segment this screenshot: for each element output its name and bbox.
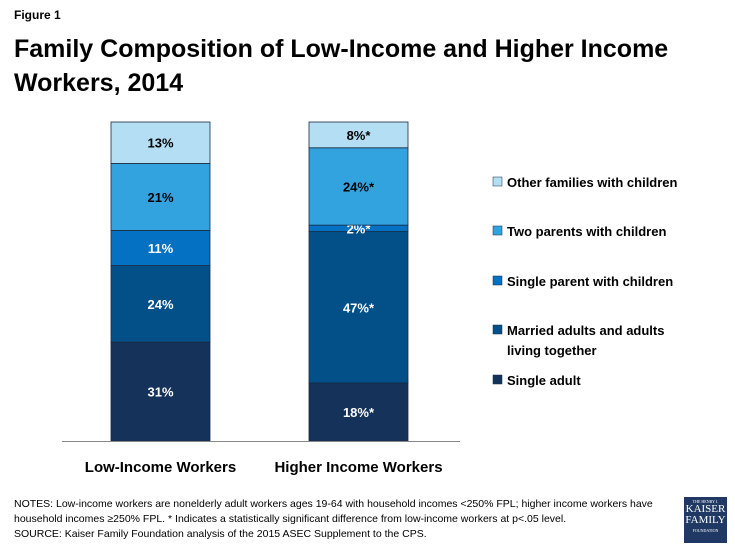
bar-segment xyxy=(110,341,211,442)
bar-segment xyxy=(110,121,211,164)
legend-swatch xyxy=(492,225,503,236)
data-label: 24% xyxy=(147,297,173,312)
legend-label: Single parent with children xyxy=(507,274,673,289)
notes: NOTES: Low-income workers are nonelderly… xyxy=(14,497,664,542)
logo-line: THE HENRY J. xyxy=(692,499,719,504)
figure-label: Figure 1 xyxy=(14,8,61,22)
legend-swatch xyxy=(492,324,503,335)
bar-segment xyxy=(308,121,409,149)
chart-title: Family Composition of Low-Income and Hig… xyxy=(14,35,669,97)
category-label: Higher Income Workers xyxy=(274,459,442,476)
category-label: Low-Income Workers xyxy=(85,459,236,476)
legend-swatch xyxy=(492,275,503,286)
legend-label: Two parents with children xyxy=(507,224,666,239)
bar-segment xyxy=(308,147,409,226)
logo-line: KAISER xyxy=(685,503,726,515)
data-label: 18%* xyxy=(343,405,375,420)
data-label: 31% xyxy=(147,385,173,400)
logo-line: FOUNDATION xyxy=(692,528,719,533)
legend-label: Other families with children xyxy=(507,175,678,190)
kff-logo: THE HENRY J. KAISER FAMILY FOUNDATION xyxy=(684,497,727,543)
legend-label: living together xyxy=(507,343,597,358)
data-label: 11% xyxy=(148,241,174,256)
data-label: 24%* xyxy=(343,179,375,194)
legend-swatch xyxy=(492,176,503,187)
data-label: 21% xyxy=(147,190,173,205)
data-label: 8%* xyxy=(347,128,372,143)
legend-label: Single adult xyxy=(507,373,581,388)
legend-swatch xyxy=(492,374,503,385)
legend-label: Married adults and adults xyxy=(507,323,664,338)
bar-segment xyxy=(308,231,409,384)
bar-segment xyxy=(110,265,211,343)
data-label: 13% xyxy=(147,136,173,151)
source-text: SOURCE: Kaiser Family Foundation analysi… xyxy=(14,528,427,540)
data-label: 47%* xyxy=(343,300,375,315)
notes-text: NOTES: Low-income workers are nonelderly… xyxy=(14,498,653,525)
logo-line: FAMILY xyxy=(685,514,726,526)
